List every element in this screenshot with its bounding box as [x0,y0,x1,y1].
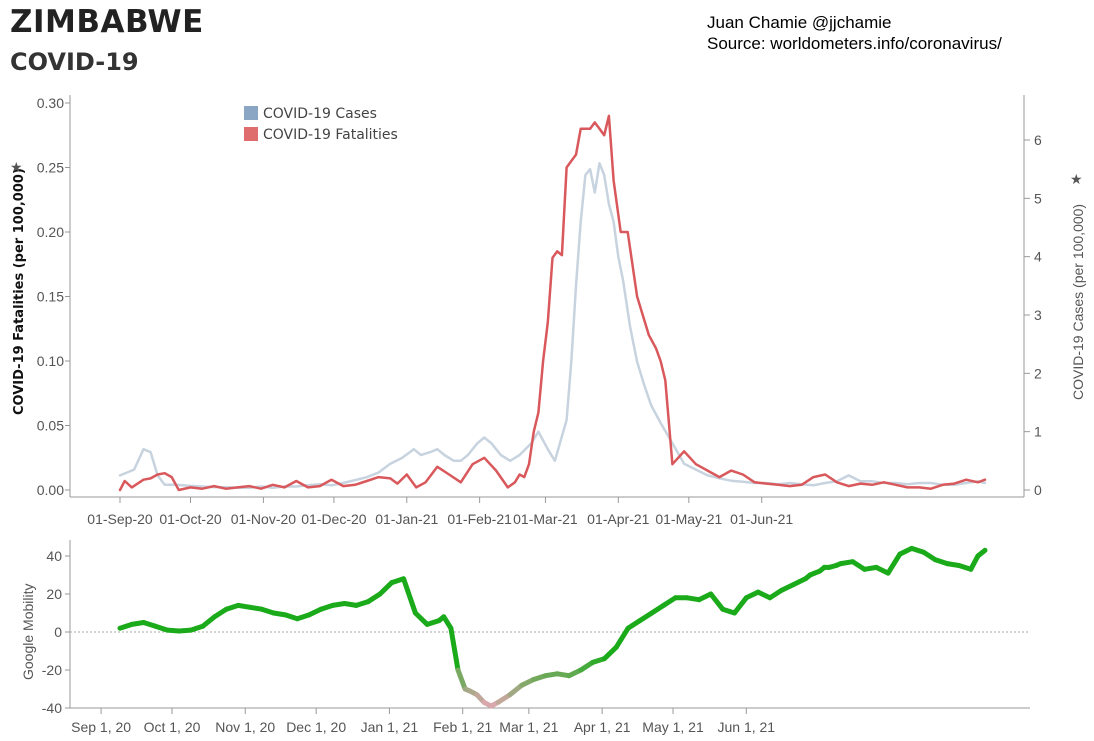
fatalities-series-line [118,114,987,492]
mobility-x-tick-label: Jun 1, 21 [717,719,775,735]
top-x-tick-label: 01-Jun-21 [730,511,793,527]
mobility-series-segment [448,625,461,673]
mobility-series-segment [613,625,631,650]
mobility-series-segment [507,682,525,698]
mobility-series-segment [885,551,903,576]
left-tick-label: 0.10 [37,353,64,369]
mobility-x-tick-label: Feb 1, 21 [433,719,492,735]
top-x-tick-label: 01-Dec-20 [301,511,367,527]
right-tick-label: 3 [1034,307,1042,323]
left-tick-label: 0.05 [37,418,64,434]
right-tick-label: 5 [1034,190,1042,206]
mobility-tick-label: 20 [46,586,62,602]
pin-icon: ★ [10,159,23,175]
mobility-series-segment [602,644,619,662]
mobility-x-tick-label: Nov 1, 20 [215,719,275,735]
legend-label: COVID-19 Fatalities [263,127,398,143]
mobility-x-tick-label: Sep 1, 20 [71,719,131,735]
author-credit: Juan Chamie @jjchamie [707,13,892,32]
left-axis-title: COVID-19 Fatalities (per 100,000) [12,168,27,415]
mobility-series-segment [412,610,430,627]
mobility-series-segment [968,553,981,572]
mobility-series-segment [455,667,468,692]
right-tick-label: 1 [1034,424,1042,440]
mobility-tick-label: 40 [46,548,62,564]
mobility-series-segment [377,580,395,597]
credits-block: Juan Chamie @jjchamie Source: worldomete… [707,12,1002,54]
source-credit: Source: worldometers.info/coronavirus/ [707,34,1002,53]
left-tick-label: 0.20 [37,224,64,240]
right-tick-label: 2 [1034,365,1042,381]
top-x-tick-label: 01-Mar-21 [513,511,578,527]
mobility-series-segment [708,591,726,612]
legend-swatch [244,127,258,141]
mobility-x-tick-label: May 1, 21 [642,719,704,735]
legend-swatch [244,106,258,120]
top-x-tick-label: 01-Feb-21 [447,511,512,527]
mobility-x-tick-label: Jan 1, 21 [361,719,419,735]
top-x-tick-label: 01-Jan-21 [375,511,438,527]
top-x-tick-label: 01-Oct-20 [159,511,221,527]
top-x-tick-label: 01-May-21 [655,511,722,527]
mobility-x-tick-label: Apr 1, 21 [574,719,631,735]
right-tick-label: 6 [1034,132,1042,148]
mobility-series-segment [732,595,749,616]
left-tick-label: 0.15 [37,289,64,305]
mobility-tick-label: -20 [42,662,62,678]
mobility-x-tick-label: Mar 1, 21 [499,719,558,735]
legend-label: COVID-19 Cases [263,106,377,122]
page-subtitle: COVID-19 [10,48,139,76]
left-tick-label: 0.00 [37,482,64,498]
mobility-series-segment [401,576,418,616]
pin-icon: ★ [1070,171,1083,187]
top-x-tick-label: 01-Apr-21 [587,511,649,527]
mobility-series-segment [975,547,988,559]
left-tick-label: 0.25 [37,160,64,176]
right-tick-label: 4 [1034,249,1042,265]
top-x-tick-label: 01-Nov-20 [231,511,297,527]
mobility-x-tick-label: Oct 1, 20 [144,719,201,735]
top-x-tick-label: 01-Sep-20 [87,511,153,527]
cases-series-line [118,162,987,489]
mobility-tick-label: -40 [42,700,62,716]
mobility-series-segment [200,614,217,629]
mobility-x-tick-label: Dec 1, 20 [286,719,346,735]
mobility-axis-title: Google Mobility [20,584,36,681]
left-tick-label: 0.30 [37,95,64,111]
mobility-tick-label: 0 [54,624,62,640]
page-title: ZIMBABWE [10,4,204,40]
right-tick-label: 0 [1034,482,1042,498]
right-axis-title: COVID-19 Cases (per 100,000) [1070,204,1086,400]
